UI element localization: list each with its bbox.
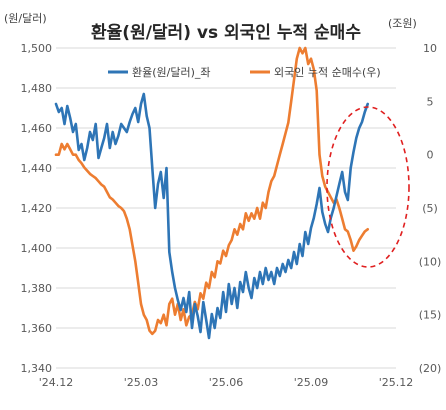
left-tick-label: 1,500 [21,42,53,55]
left-tick-label: 1,440 [21,162,53,175]
right-tick-label: (10) [419,255,442,268]
right-axis-unit: (조원) [388,17,417,30]
left-axis-unit: (원/달러) [4,12,47,25]
right-tick-label: 0 [427,149,434,162]
x-axis-ticks: '24.12 '25.03 '25.06 '25.09 '25.12 [39,376,414,389]
right-tick-label: (15) [419,309,442,322]
left-tick-label: 1,380 [21,282,53,295]
left-tick-label: 1,420 [21,202,53,215]
grid-lines [56,47,396,369]
x-tick-label: '24.12 [39,376,74,389]
right-tick-label: (5) [422,202,438,215]
left-tick-label: 1,480 [21,82,53,95]
legend-label-fx: 환율(원/달러)_좌 [132,66,211,79]
left-tick-label: 1,360 [21,322,53,335]
series-line-foreign [54,46,370,336]
left-tick-label: 1,400 [21,242,53,255]
right-tick-label: (20) [419,362,442,375]
x-tick-label: '25.06 [209,376,244,389]
left-tick-label: 1,340 [21,362,53,375]
highlight-ellipse [326,106,410,268]
legend-label-foreign: 외국인 누적 순매수(우) [274,66,381,79]
left-tick-label: 1,460 [21,122,53,135]
chart-title: 환율(원/달러) vs 외국인 누적 순매수 [91,22,361,43]
series-line-fx [54,92,370,340]
x-tick-label: '25.03 [124,376,159,389]
right-axis-ticks: (20) (15) (10) (5) 0 5 10 [419,42,442,375]
right-tick-label: 5 [427,95,434,108]
legend: 환율(원/달러)_좌 외국인 누적 순매수(우) [108,66,381,79]
left-axis-ticks: 1,340 1,360 1,380 1,400 1,420 1,440 1,460 1,480… [21,42,53,375]
right-tick-label: 10 [423,42,437,55]
series-lines [54,46,370,340]
x-tick-label: '25.12 [379,376,414,389]
x-tick-label: '25.09 [294,376,329,389]
